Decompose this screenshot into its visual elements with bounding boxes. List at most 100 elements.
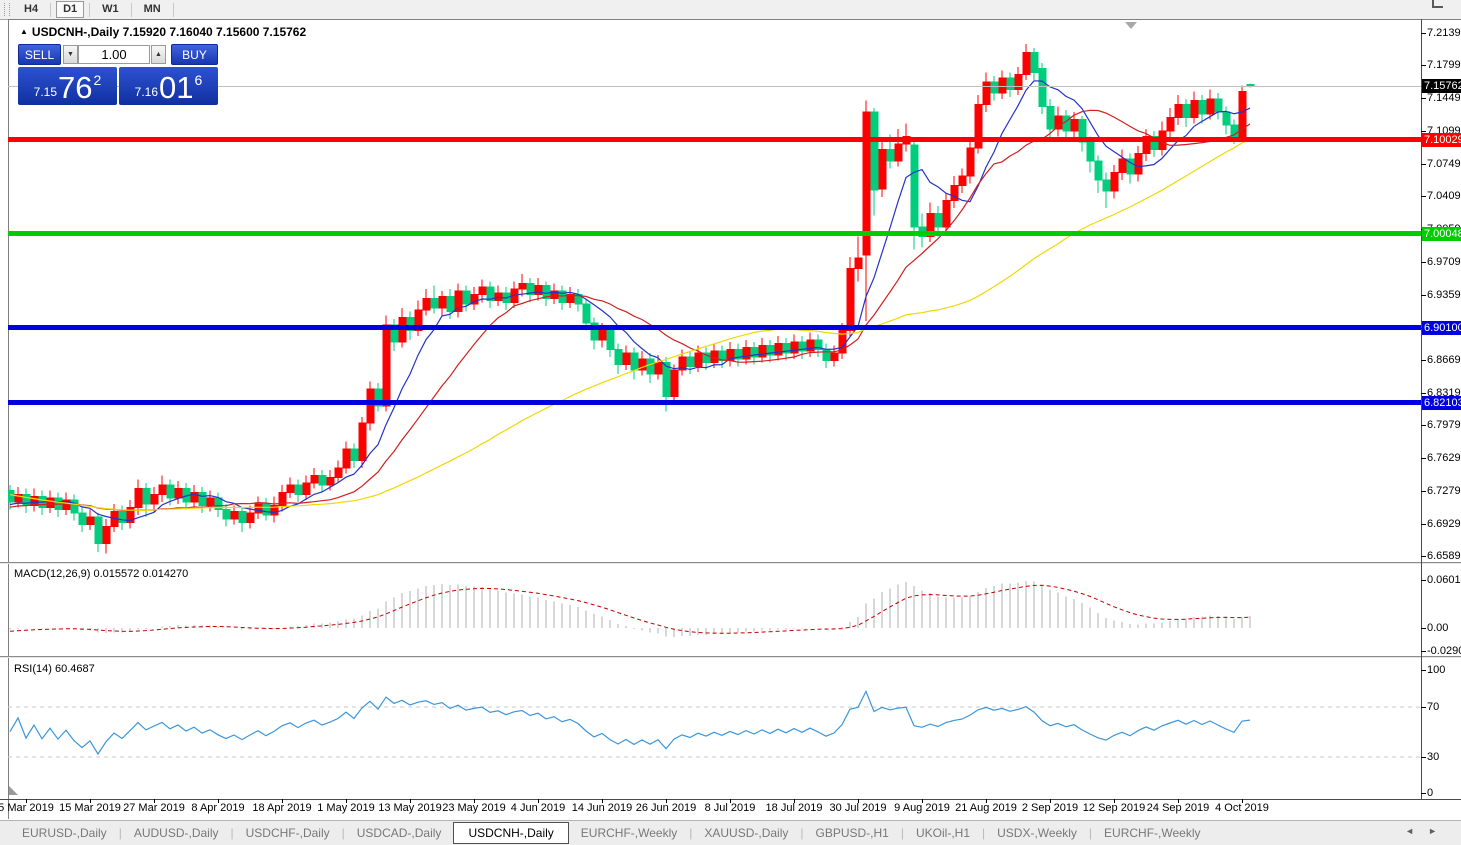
volume-increase-button[interactable]: ▲ bbox=[151, 45, 166, 64]
collapse-panel-icon[interactable]: ▲ bbox=[20, 27, 28, 36]
date-label-7: 23 May 2019 bbox=[442, 802, 506, 814]
timeframe-button-w1[interactable]: W1 bbox=[102, 3, 119, 15]
price-tick-7.04090: 7.04090 bbox=[1427, 190, 1461, 202]
price-tick-7.14490: 7.14490 bbox=[1427, 92, 1461, 104]
macd-label: MACD(12,26,9) 0.015572 0.014270 bbox=[14, 568, 189, 580]
candlestick-series bbox=[8, 44, 1255, 554]
timeframe-button-mn[interactable]: MN bbox=[143, 3, 161, 15]
tab-scroll-left-icon[interactable]: ◄ bbox=[1405, 826, 1429, 836]
chart-tab-audusd-daily[interactable]: AUDUSD-,Daily bbox=[133, 826, 219, 840]
current-price-marker: 7.15762 bbox=[1422, 79, 1461, 93]
date-label-11: 8 Jul 2019 bbox=[704, 802, 756, 814]
sell-price-prefix: 7.15 bbox=[33, 85, 58, 99]
date-label-4: 18 Apr 2019 bbox=[252, 802, 312, 814]
chart-tab-xauusd-daily[interactable]: XAUUSD-,Daily bbox=[704, 826, 789, 840]
price-tick-6.86690: 6.86690 bbox=[1427, 354, 1461, 366]
pane-separator-main-macd[interactable] bbox=[0, 562, 1461, 563]
chart-ohlc-values: 7.15920 7.16040 7.15600 7.15762 bbox=[122, 25, 307, 39]
level-line-7.10029[interactable] bbox=[8, 137, 1421, 142]
volume-input[interactable]: 1.00 bbox=[78, 45, 150, 64]
ma-mid-line bbox=[9, 109, 1251, 512]
date-label-6: 13 May 2019 bbox=[378, 802, 442, 814]
chart-tab-gbpusd-h1[interactable]: GBPUSD-,H1 bbox=[815, 826, 889, 840]
sell-button[interactable]: SELL bbox=[18, 44, 61, 65]
date-label-3: 8 Apr 2019 bbox=[191, 802, 245, 814]
sell-price-point: 2 bbox=[93, 72, 102, 88]
price-tick-6.69290: 6.69290 bbox=[1427, 518, 1461, 530]
chart-symbol-period: USDCNH-,Daily bbox=[31, 25, 120, 39]
date-label-12: 18 Jul 2019 bbox=[765, 802, 823, 814]
sell-price-pips: 76 bbox=[58, 70, 93, 105]
macd-tick--0.02906: -0.02906 bbox=[1427, 645, 1461, 657]
level-line-7.00048[interactable] bbox=[8, 231, 1421, 236]
level-price-marker-6.90100: 6.90100 bbox=[1422, 321, 1461, 335]
date-label-9: 14 Jun 2019 bbox=[571, 802, 633, 814]
chart-title: ▲ USDCNH-,Daily 7.15920 7.16040 7.15600 7… bbox=[20, 25, 306, 39]
price-tick-6.93590: 6.93590 bbox=[1427, 289, 1461, 301]
price-axis-line bbox=[1421, 19, 1422, 800]
chart-tab-usdcad-daily[interactable]: USDCAD-,Daily bbox=[356, 826, 442, 840]
timeframe-button-d1[interactable]: D1 bbox=[56, 1, 85, 18]
rsi-tick-30: 30 bbox=[1427, 751, 1440, 763]
level-line-6.82103[interactable] bbox=[8, 400, 1421, 405]
rsi-tick-0: 0 bbox=[1427, 787, 1434, 799]
tab-scroll-right-icon[interactable]: ► bbox=[1428, 826, 1451, 836]
date-label-16: 2 Sep 2019 bbox=[1021, 802, 1079, 814]
chart-tab-bar: EURUSD-,Daily | AUDUSD-,Daily | USDCHF-,Dail… bbox=[0, 820, 1461, 845]
date-label-13: 30 Jul 2019 bbox=[829, 802, 887, 814]
date-label-17: 12 Sep 2019 bbox=[1082, 802, 1146, 814]
macd-indicator-plot bbox=[9, 580, 1251, 637]
chart-tab-ukoil-h1[interactable]: UKOil-,H1 bbox=[915, 826, 970, 840]
chart-tab-usdcnh-daily[interactable]: USDCNH-,Daily bbox=[453, 822, 569, 844]
price-tick-7.17990: 7.17990 bbox=[1427, 59, 1461, 71]
ma-fast-line bbox=[9, 80, 1251, 522]
pane-separator-macd-rsi[interactable] bbox=[0, 656, 1461, 657]
subwindow-resize-grip-icon[interactable] bbox=[9, 786, 18, 795]
date-label-19: 4 Oct 2019 bbox=[1215, 802, 1269, 814]
sell-price-quote[interactable]: 7.15 76 2 bbox=[18, 67, 117, 105]
chart-tab-usdx-weekly[interactable]: USDX-,Weekly bbox=[997, 826, 1077, 840]
chart-shift-marker-icon[interactable] bbox=[1125, 22, 1137, 29]
price-tick-6.97090: 6.97090 bbox=[1427, 256, 1461, 268]
buy-price-prefix: 7.16 bbox=[134, 85, 159, 99]
level-price-marker-7.10029: 7.10029 bbox=[1422, 133, 1461, 147]
chart-tab-eurchf-weekly[interactable]: EURCHF-,Weekly bbox=[1104, 826, 1201, 840]
price-tick-7.21390: 7.21390 bbox=[1427, 27, 1461, 39]
macd-tick-0.00: 0.00 bbox=[1427, 622, 1449, 634]
date-label-10: 26 Jun 2019 bbox=[635, 802, 697, 814]
chart-tab-eurchf-weekly[interactable]: EURCHF-,Weekly bbox=[580, 826, 678, 840]
chart-tab-eurusd-daily[interactable]: EURUSD-,Daily bbox=[22, 826, 107, 840]
date-label-1: 15 Mar 2019 bbox=[59, 802, 121, 814]
rsi-indicator-plot bbox=[8, 689, 1421, 758]
buy-price-quote[interactable]: 7.16 01 6 bbox=[119, 67, 218, 105]
level-line-6.90100[interactable] bbox=[8, 325, 1421, 330]
chart-tab-usdchf-daily[interactable]: USDCHF-,Daily bbox=[245, 826, 330, 840]
rsi-line bbox=[9, 689, 1251, 756]
price-tick-6.79790: 6.79790 bbox=[1427, 419, 1461, 431]
macd-signal-line bbox=[9, 584, 1251, 634]
date-label-18: 24 Sep 2019 bbox=[1146, 802, 1210, 814]
level-price-marker-6.82103: 6.82103 bbox=[1422, 396, 1461, 410]
price-chart-canvas[interactable] bbox=[8, 20, 1421, 799]
chart-window bbox=[8, 19, 1461, 819]
date-label-15: 21 Aug 2019 bbox=[955, 802, 1017, 814]
tab-scroll-arrows: ◄► bbox=[1405, 826, 1451, 836]
date-label-8: 4 Jun 2019 bbox=[510, 802, 566, 814]
buy-price-point: 6 bbox=[194, 72, 203, 88]
moving-average-lines bbox=[9, 80, 1251, 522]
buy-button[interactable]: BUY bbox=[171, 44, 218, 65]
price-tick-7.07490: 7.07490 bbox=[1427, 158, 1461, 170]
volume-decrease-button[interactable]: ▼ bbox=[63, 45, 78, 64]
toolbar-overflow-icon[interactable] bbox=[1432, 0, 1443, 8]
toolbar-drag-handle-icon[interactable] bbox=[4, 3, 10, 16]
price-tick-6.76290: 6.76290 bbox=[1427, 452, 1461, 464]
rsi-tick-100: 100 bbox=[1427, 664, 1446, 676]
rsi-label: RSI(14) 60.4687 bbox=[14, 663, 95, 675]
timeframe-button-h4[interactable]: H4 bbox=[24, 3, 39, 15]
date-label-0: 5 Mar 2019 bbox=[0, 802, 54, 814]
price-tick-6.72790: 6.72790 bbox=[1427, 485, 1461, 497]
date-label-2: 27 Mar 2019 bbox=[123, 802, 185, 814]
level-price-marker-7.00048: 7.00048 bbox=[1422, 227, 1461, 241]
